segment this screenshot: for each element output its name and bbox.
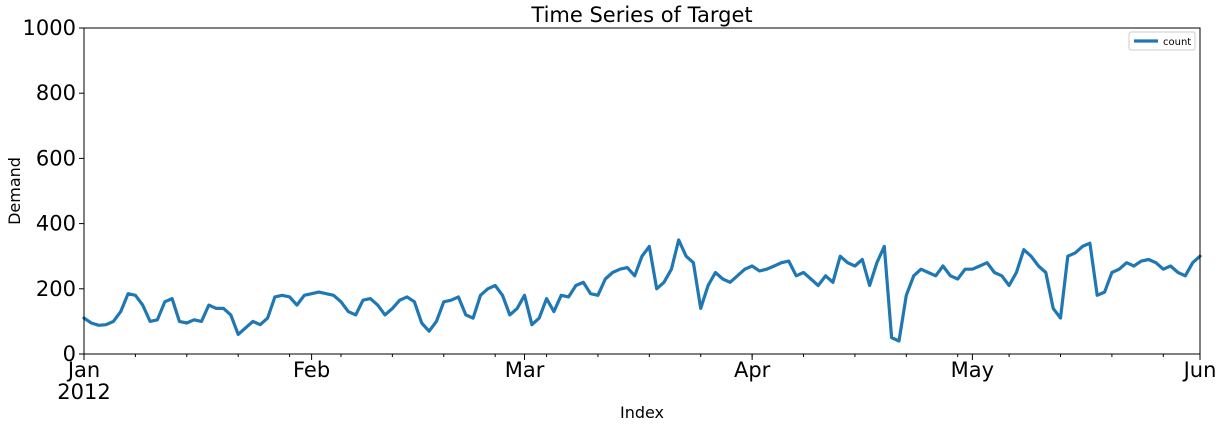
y-tick-label: 0 [63,342,76,366]
x-tick-label: Jan [66,358,100,382]
x-axis-label: Index [620,403,664,422]
x-tick-label: Jun [1182,358,1217,382]
chart-title: Time Series of Target [530,3,752,27]
y-tick-label: 600 [36,146,76,170]
plot-frame [83,27,1201,355]
x-tick-year-label: 2012 [57,380,110,404]
legend-box [1128,31,1196,51]
legend-label-count: count [1163,37,1191,48]
series-line-count [82,238,1202,343]
x-tick-label: Mar [505,358,545,382]
y-tick-label: 400 [36,212,76,236]
y-tick-label: 200 [36,277,76,301]
y-axis-label: Demand [5,157,24,225]
y-tick-label: 800 [36,81,76,105]
x-tick-label: Feb [293,358,330,382]
x-tick-label: Apr [734,358,771,382]
x-tick-label: May [951,358,994,382]
y-axis-ticks: 0 200 400 600 800 1000 [23,16,84,366]
legend: count [1128,31,1196,51]
y-tick-label: 1000 [23,16,76,40]
